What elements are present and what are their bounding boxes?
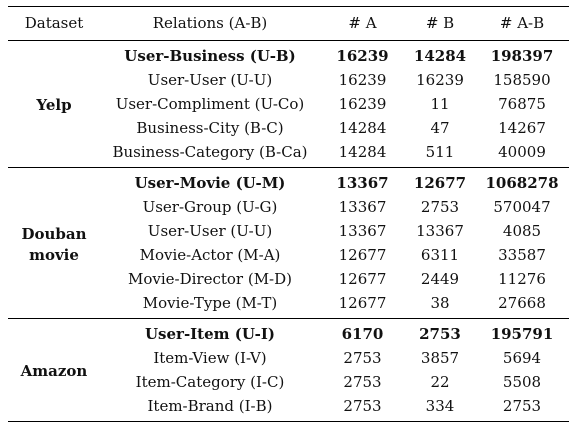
count-b-cell: 334	[405, 394, 475, 422]
relation-cell: User-Group (U-G)	[142, 198, 278, 216]
count-ab-cell: 14267	[498, 119, 546, 137]
count-b-cell: 2753	[419, 325, 461, 343]
dataset-name: Douban movie	[8, 167, 100, 319]
table-row: Movie-Actor (M-A) 12677 6311 33587	[8, 243, 569, 267]
count-ab-cell: 198397	[490, 47, 554, 65]
relation-cell: Item-View (I-V)	[153, 349, 267, 367]
count-ab-cell: 158590	[493, 71, 551, 89]
count-a-cell: 13367	[338, 198, 387, 216]
count-b-cell: 3857	[420, 349, 460, 367]
count-a-cell: 12677	[320, 291, 405, 319]
count-a-cell: 16239	[338, 71, 387, 89]
count-ab-cell: 33587	[498, 246, 546, 264]
count-a-cell: 12677	[338, 246, 387, 264]
count-a-cell: 14284	[338, 119, 387, 137]
count-ab-cell: 76875	[498, 95, 546, 113]
count-a-cell: 16239	[336, 47, 389, 65]
count-ab-cell: 1068278	[485, 174, 559, 192]
count-b-cell: 16239	[416, 71, 464, 89]
count-b-cell: 11	[430, 95, 450, 113]
relation-cell: User-Movie (U-M)	[134, 174, 286, 192]
count-a-cell: 16239	[338, 95, 387, 113]
relation-cell: Business-Category (B-Ca)	[100, 140, 320, 168]
table-row: User-User (U-U) 13367 13367 4085	[8, 219, 569, 243]
count-a-cell: 2753	[343, 373, 382, 391]
table-row: Business-City (B-C) 14284 47 14267	[8, 116, 569, 140]
group-yelp: Yelp User-Business (U-B) 16239 14284 198…	[8, 40, 569, 168]
header-dataset: Dataset	[8, 6, 100, 41]
table-row: Movie-Director (M-D) 12677 2449 11276	[8, 267, 569, 291]
relation-cell: User-Item (U-I)	[144, 325, 276, 343]
dataset-name: Amazon	[8, 318, 100, 422]
header-count-a: # A	[320, 6, 405, 41]
relation-cell: User-User (U-U)	[147, 222, 273, 240]
relation-cell: Movie-Actor (M-A)	[139, 246, 281, 264]
relation-cell: Movie-Type (M-T)	[100, 291, 320, 319]
group-douban-movie: Douban movie User-Movie (U-M) 13367 1267…	[8, 167, 569, 319]
count-a-cell: 13367	[336, 174, 389, 192]
group-amazon: Amazon User-Item (U-I) 6170 2753 195791 …	[8, 318, 569, 422]
count-ab-cell: 570047	[493, 198, 551, 216]
table-row: Douban movie User-Movie (U-M) 13367 1267…	[8, 167, 569, 319]
count-ab-cell: 40009	[475, 140, 569, 168]
count-b-cell: 13367	[416, 222, 464, 240]
relation-cell: User-Business (U-B)	[124, 47, 296, 65]
relation-cell: Movie-Director (M-D)	[127, 270, 293, 288]
count-ab-cell: 4085	[502, 222, 542, 240]
count-b-cell: 38	[405, 291, 475, 319]
count-b-cell: 6311	[420, 246, 460, 264]
count-b-cell: 2753	[420, 198, 460, 216]
relation-cell: Business-City (B-C)	[136, 119, 284, 137]
header-count-ab: # A-B	[475, 6, 569, 41]
count-b-cell: 12677	[413, 174, 467, 192]
relation-cell: User-Compliment (U-Co)	[115, 95, 305, 113]
count-a-cell: 13367	[338, 222, 387, 240]
count-ab-cell: 11276	[498, 270, 546, 288]
count-b-cell: 22	[430, 373, 450, 391]
count-a-cell: 14284	[320, 140, 405, 168]
count-ab-cell: 5694	[502, 349, 542, 367]
table-row: Amazon User-Item (U-I) 6170 2753 195791	[8, 318, 569, 422]
count-ab-cell: 27668	[475, 291, 569, 319]
count-ab-cell: 2753	[475, 394, 569, 422]
count-b-cell: 511	[405, 140, 475, 168]
header-row: Dataset Relations (A-B) # A # B # A-B	[8, 6, 569, 41]
header-relations: Relations (A-B)	[100, 6, 320, 41]
header-count-b: # B	[405, 6, 475, 41]
table-row: Movie-Type (M-T) 12677 38 27668	[8, 291, 569, 319]
table-row: Yelp User-Business (U-B) 16239 14284 198…	[8, 40, 569, 168]
table-row: Item-Brand (I-B) 2753 334 2753	[8, 394, 569, 422]
count-b-cell: 47	[430, 119, 450, 137]
count-ab-cell: 195791	[490, 325, 554, 343]
dataset-name: Yelp	[8, 40, 100, 168]
relation-cell: Item-Category (I-C)	[135, 373, 285, 391]
relation-cell: Item-Brand (I-B)	[100, 394, 320, 422]
table-row: User-Group (U-G) 13367 2753 570047	[8, 195, 569, 219]
count-b-cell: 2449	[420, 270, 460, 288]
count-a-cell: 12677	[338, 270, 387, 288]
count-a-cell: 2753	[320, 394, 405, 422]
dataset-statistics-table-container: Dataset Relations (A-B) # A # B # A-B Ye…	[8, 6, 569, 422]
count-a-cell: 6170	[341, 325, 384, 343]
table-header: Dataset Relations (A-B) # A # B # A-B	[8, 6, 569, 41]
count-b-cell: 14284	[413, 47, 467, 65]
table-row: Business-Category (B-Ca) 14284 511 40009	[8, 140, 569, 168]
relation-cell: User-User (U-U)	[147, 71, 273, 89]
count-a-cell: 2753	[343, 349, 382, 367]
table-row: User-Compliment (U-Co) 16239 11 76875	[8, 92, 569, 116]
dataset-statistics-table: Dataset Relations (A-B) # A # B # A-B Ye…	[8, 6, 569, 422]
table-row: User-User (U-U) 16239 16239 158590	[8, 68, 569, 92]
count-ab-cell: 5508	[502, 373, 542, 391]
table-row: Item-Category (I-C) 2753 22 5508	[8, 370, 569, 394]
table-row: Item-View (I-V) 2753 3857 5694	[8, 346, 569, 370]
